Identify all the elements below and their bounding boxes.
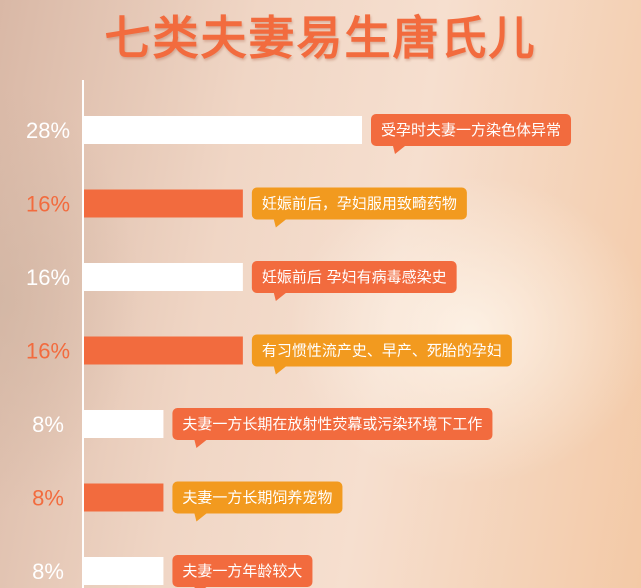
bar-value-label: 28% (26, 118, 70, 143)
callout-tail (273, 219, 286, 228)
callout-bubble (371, 114, 572, 146)
bar (84, 116, 362, 144)
chart-title: 七类夫妻易生唐氏儿 (104, 11, 537, 65)
callout-tail (194, 513, 207, 522)
bar (84, 336, 243, 365)
bar-value-label: 8% (32, 412, 64, 437)
callout-tail (194, 440, 207, 448)
callout-bubble (172, 408, 493, 440)
bar-category-label: 夫妻一方长期饲养宠物 (182, 489, 332, 507)
callout-bubble (172, 555, 313, 587)
bar-value-label: 8% (32, 486, 64, 511)
bar-category-label: 受孕时夫妻一方染色体异常 (381, 121, 561, 139)
bar-category-label: 妊娠前后，孕妇服用致畸药物 (262, 195, 457, 213)
callout-tail (393, 146, 405, 154)
bar-value-label: 8% (32, 559, 64, 584)
bar (84, 263, 243, 291)
bar-category-label: 夫妻一方长期在放射性荧幕或污染环境下工作 (182, 415, 482, 433)
callout-bubble (172, 481, 343, 514)
bar-value-label: 16% (26, 339, 70, 364)
bar-category-label: 有习惯性流产史、早产、死胎的孕妇 (262, 342, 502, 360)
callout-bubble (251, 187, 467, 220)
bar (84, 483, 164, 512)
callout-tail (273, 293, 286, 301)
bar-category-label: 夫妻一方年龄较大 (182, 562, 302, 580)
bar (84, 557, 164, 585)
callout-tail (273, 366, 286, 375)
callout-bubble (251, 334, 512, 367)
bar-value-label: 16% (26, 265, 70, 290)
callout-bubble (251, 261, 457, 293)
bar-value-label: 16% (26, 192, 70, 217)
bar (84, 189, 243, 218)
bar (84, 410, 164, 438)
bar-category-label: 妊娠前后 孕妇有病毒感染史 (262, 268, 447, 286)
